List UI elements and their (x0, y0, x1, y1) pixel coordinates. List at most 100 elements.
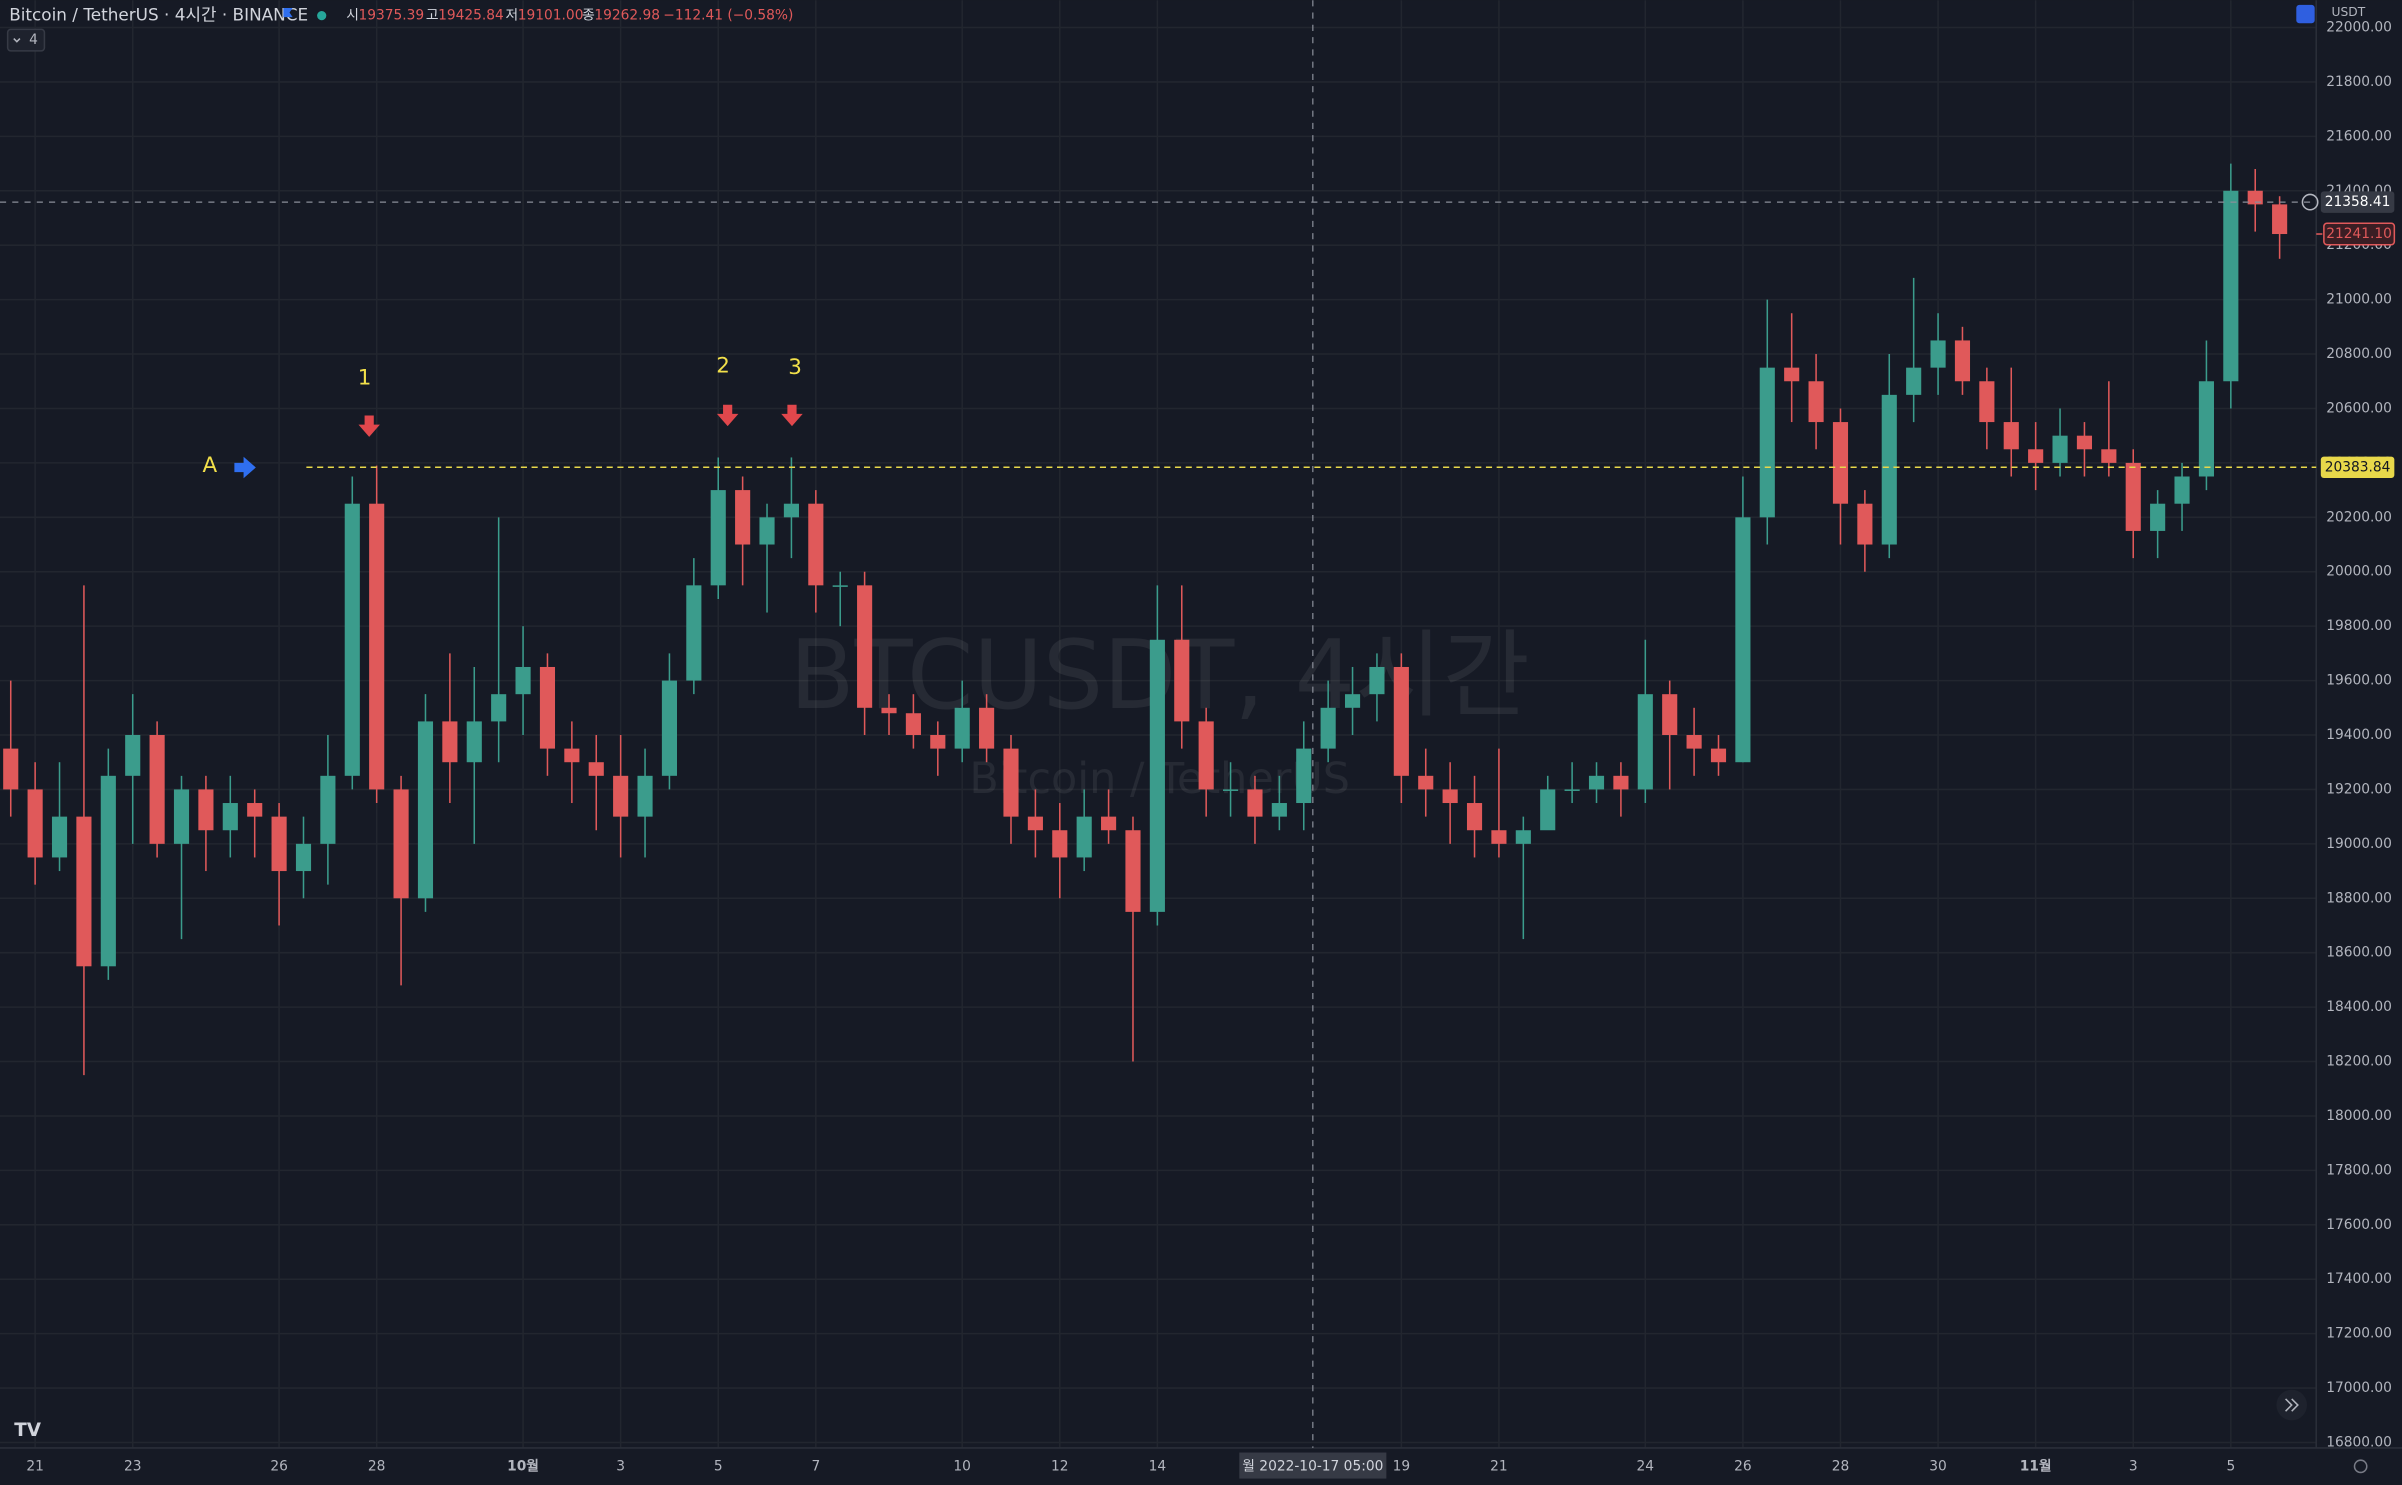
y-tick-label: 20800.00 (2326, 346, 2392, 362)
candle-body (2272, 204, 2288, 235)
candle-body (1466, 803, 1483, 831)
candle-body (491, 694, 507, 722)
candle-body (857, 585, 873, 708)
x-tick-label: 11월 (2020, 1457, 2052, 1474)
settings-icon[interactable] (2353, 1459, 2368, 1474)
price-labels: 20383.84 21358.41 21241.10 (0, 191, 2396, 479)
x-tick-label: 3 (2129, 1458, 2138, 1474)
candle-body (466, 721, 482, 763)
annotation-label: 1 (358, 366, 372, 391)
ohlc-value: 19101.00 (518, 8, 584, 24)
x-tick-label: 10 (953, 1458, 971, 1474)
candle-body (2125, 462, 2141, 531)
candle-body (2174, 476, 2190, 504)
y-tick-label: 21000.00 (2326, 292, 2392, 308)
candle-body (2223, 190, 2239, 382)
x-tick-label: 5 (2226, 1458, 2235, 1474)
candle-body (1149, 639, 1165, 912)
candle-body (881, 707, 897, 714)
y-tick-label: 18200.00 (2326, 1054, 2392, 1070)
y-tick-label: 22000.00 (2326, 20, 2392, 36)
candle-body (1515, 830, 1531, 844)
y-tick-label: 17200.00 (2326, 1326, 2392, 1342)
candle-body (735, 490, 751, 545)
last-price-label: 21241.10 (2326, 226, 2392, 242)
down-arrow (716, 404, 739, 427)
ohlc-legend: 시 19375.39 고 19425.84 저 19101.00종 19262.98 (346, 8, 660, 24)
y-tick-label: 21600.00 (2326, 128, 2392, 144)
candle-body (1710, 748, 1727, 763)
candle-body (2247, 190, 2263, 205)
chevron (13, 38, 21, 43)
y-tick-label: 17600.00 (2326, 1217, 2392, 1233)
x-tick-label: 26 (1734, 1458, 1752, 1474)
x-tick-label: 14 (1149, 1458, 1167, 1474)
y-tick-label: 20200.00 (2326, 509, 2392, 525)
candle-body (295, 843, 312, 872)
ohlc-value: 19262.98 (594, 8, 660, 24)
candle-body (979, 707, 995, 749)
y-tick-label: 18400.00 (2326, 999, 2392, 1015)
candle-body (2076, 435, 2093, 450)
currency-label[interactable]: USDT (2332, 5, 2366, 19)
x-tick-label: 10월 (507, 1457, 539, 1474)
candle-body (2028, 449, 2044, 463)
level-label-box (2320, 456, 2395, 479)
candle-body (808, 503, 824, 586)
candle-body (1247, 789, 1263, 817)
x-tick-label: 7 (811, 1458, 820, 1474)
candle-body (710, 490, 726, 586)
candle-body (1320, 707, 1336, 749)
ohlc-key: 고 (426, 8, 439, 24)
candle-body (320, 775, 336, 844)
ohlc-key: 시 (346, 8, 359, 24)
candle-body (539, 666, 556, 749)
y-tick-label: 18600.00 (2326, 945, 2392, 961)
x-tick-label: 3 (616, 1458, 625, 1474)
scroll-icon (2285, 1398, 2299, 1412)
indicator-toggle[interactable] (6, 28, 46, 52)
y-tick-label: 21800.00 (2326, 74, 2392, 90)
candle-body (125, 735, 141, 776)
candle-body (1637, 694, 1653, 790)
y-tick-label: 19800.00 (2326, 618, 2392, 634)
y-tick-label: 20000.00 (2326, 564, 2392, 580)
level-label: 20383.84 (2325, 459, 2391, 475)
candle-body (1540, 789, 1556, 831)
status-dot (317, 11, 327, 21)
candle-body (76, 816, 92, 967)
candle-body (1881, 394, 1897, 545)
candle-body (2003, 422, 2019, 450)
candle-body (369, 503, 385, 790)
candle-body (393, 789, 409, 899)
candle-body (100, 775, 116, 967)
screen-icon[interactable] (2296, 4, 2315, 24)
candle-body (1271, 803, 1287, 817)
x-tick-label: 23 (124, 1458, 142, 1474)
add-alert-icon[interactable] (2301, 193, 2319, 211)
candle-body (442, 721, 458, 763)
candle-body (661, 680, 678, 776)
y-tick-label: 18000.00 (2326, 1108, 2392, 1124)
y-tick-label: 17000.00 (2326, 1380, 2392, 1396)
candle-body (1418, 775, 1434, 790)
candle-body (1223, 789, 1239, 791)
candle-body (832, 585, 848, 587)
candle-body (1369, 666, 1385, 695)
candle-body (1808, 381, 1824, 423)
x-tick-label: 21 (1490, 1458, 1508, 1474)
candle-body (564, 748, 580, 763)
candle-body (247, 803, 263, 817)
candle-body (1613, 775, 1629, 790)
logo: TV (14, 1420, 42, 1441)
candle-body (588, 762, 604, 776)
x-tick-label: 30 (1929, 1458, 1947, 1474)
candle-body (1101, 816, 1117, 831)
y-tick-label: 16800.00 (2326, 1434, 2392, 1450)
down-arrow (358, 415, 380, 437)
y-tick-label: 17400.00 (2326, 1271, 2392, 1287)
candle-body (1174, 639, 1190, 722)
candle-body (27, 789, 43, 858)
annotation-label: A (203, 453, 218, 478)
